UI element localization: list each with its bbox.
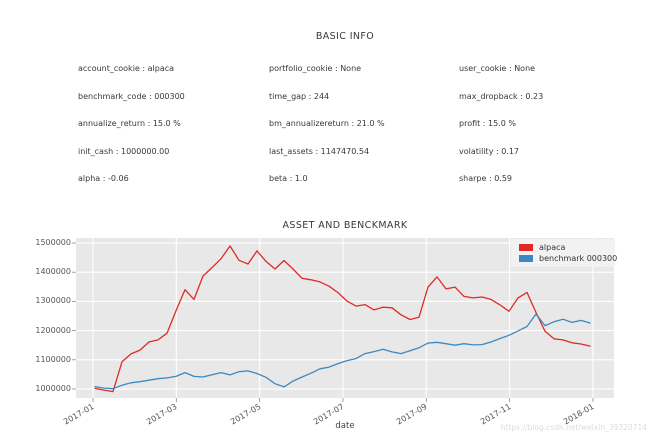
- y-tick-label: 1300000: [35, 296, 71, 306]
- info-last-assets: last_assets : 1147470.54: [269, 146, 370, 156]
- info-max-dropback: max_dropback : 0.23: [459, 91, 544, 101]
- info-annualize-return: annualize_return : 15.0 %: [78, 119, 181, 129]
- y-tick-label: 1200000: [35, 325, 71, 335]
- info-init-cash: init_cash : 1000000.00: [78, 146, 170, 156]
- watermark-text: https://blog.csdn.net/weixin_39320714: [500, 423, 647, 432]
- info-user-cookie: user_cookie : None: [459, 64, 536, 73]
- basic-info-title: BASIC INFO: [315, 31, 375, 42]
- info-account-cookie: account_cookie : alpaca: [78, 64, 175, 73]
- y-tick-label: 1000000: [35, 383, 71, 393]
- info-profit: profit : 15.0 %: [459, 119, 516, 129]
- info-beta: beta : 1.0: [269, 174, 308, 184]
- y-tick-label: 1500000: [35, 238, 71, 248]
- x-axis-label: date: [335, 421, 355, 431]
- basic-info-grid: account_cookie : alpaca portfolio_cookie…: [78, 64, 638, 202]
- legend-label-alpaca: alpaca: [539, 243, 566, 252]
- y-tick-label: 1100000: [35, 354, 71, 364]
- benchmark-series-swatch-icon: [519, 255, 533, 262]
- info-volatility: volatility : 0.17: [459, 146, 520, 156]
- legend-item-benchmark: benchmark 000300: [519, 253, 618, 264]
- alpaca-series-swatch-icon: [519, 244, 533, 251]
- info-benchmark-code: benchmark_code : 000300: [78, 91, 185, 101]
- y-tick-label: 1400000: [35, 267, 71, 277]
- series-line-alpaca: [94, 245, 591, 393]
- legend-label-benchmark: benchmark 000300: [539, 254, 618, 263]
- legend-item-alpaca: alpaca: [519, 242, 615, 253]
- chart-title: ASSET AND BENCKMARK: [282, 220, 408, 231]
- info-portfolio-cookie: portfolio_cookie : None: [269, 64, 362, 73]
- info-bm-annualizereturn: bm_annualizereturn : 21.0 %: [269, 119, 385, 129]
- chart-legend: alpaca benchmark 000300: [511, 239, 618, 267]
- info-time-gap: time_gap : 244: [269, 91, 330, 101]
- series-line-benchmark: [94, 313, 591, 390]
- info-alpha: alpha : -0.06: [78, 174, 129, 184]
- info-sharpe: sharpe : 0.59: [459, 174, 513, 184]
